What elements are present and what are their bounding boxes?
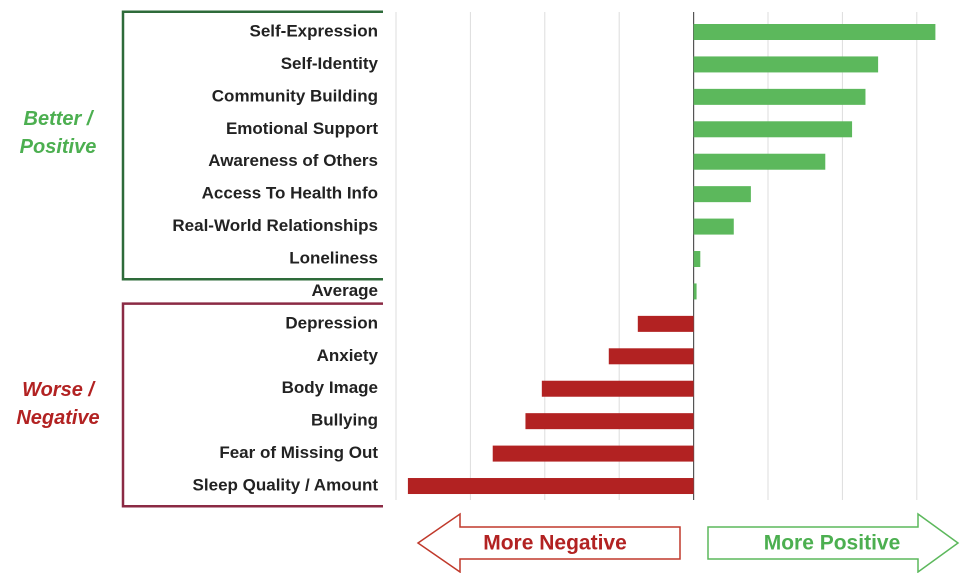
category-label: Anxiety: [317, 346, 379, 365]
category-label: Sleep Quality / Amount: [193, 476, 379, 495]
category-label: Bullying: [311, 411, 378, 430]
category-label: Real-World Relationships: [172, 216, 378, 235]
category-label: Average: [312, 281, 378, 300]
category-label: Loneliness: [289, 248, 378, 267]
bar: [637, 315, 694, 332]
bar: [693, 121, 853, 138]
bar: [693, 56, 879, 73]
bar: [693, 153, 826, 170]
category-label: Self-Identity: [281, 54, 379, 73]
positive-arrow-label: More Positive: [764, 532, 901, 555]
bar: [693, 88, 866, 105]
category-label: Emotional Support: [226, 119, 378, 138]
bar: [693, 24, 936, 40]
bar: [525, 413, 694, 430]
category-label: Community Building: [212, 86, 378, 105]
plot: Self-Expression Self-Identity Community Bu…: [16, 10, 936, 508]
bar: [407, 478, 694, 495]
bar: [693, 283, 697, 300]
bar: [541, 380, 694, 397]
category-label: Self-Expression: [250, 21, 379, 40]
category-label: Depression: [285, 313, 378, 332]
group-label: Positive: [20, 136, 97, 158]
bar: [693, 251, 701, 268]
bar: [693, 218, 734, 235]
category-label: Access To Health Info: [202, 184, 378, 203]
group-label: Worse /: [22, 379, 96, 401]
negative-arrow-label: More Negative: [483, 532, 627, 555]
bar: [492, 445, 694, 462]
positive-arrow: [707, 512, 960, 573]
category-label: Body Image: [282, 378, 378, 397]
group-bracket: [121, 10, 383, 281]
bar: [693, 186, 751, 203]
category-label: Awareness of Others: [208, 151, 378, 170]
bar: [608, 348, 694, 365]
group-label: Negative: [16, 407, 99, 429]
group-bracket: [121, 302, 383, 508]
group-label: Better /: [24, 108, 95, 130]
category-label: Fear of Missing Out: [219, 443, 378, 462]
negative-arrow: [416, 512, 681, 573]
